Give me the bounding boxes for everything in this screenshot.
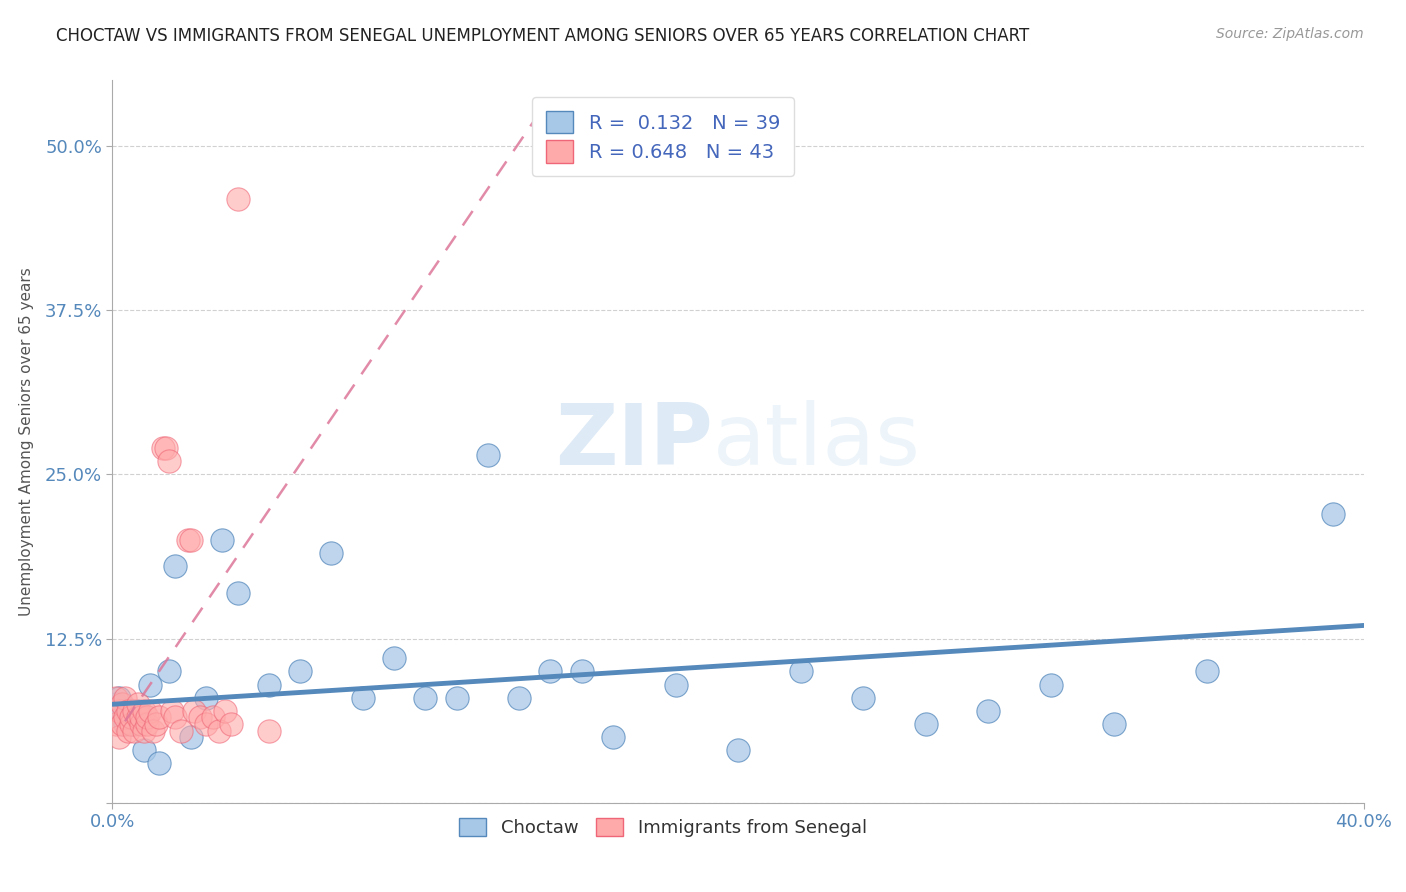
- Point: [148, 710, 170, 724]
- Y-axis label: Unemployment Among Seniors over 65 years: Unemployment Among Seniors over 65 years: [18, 268, 34, 615]
- Point: [139, 704, 162, 718]
- Point: [111, 698, 134, 712]
- Point: [107, 690, 129, 705]
- Point: [188, 710, 211, 724]
- Point: [145, 717, 167, 731]
- Point: [142, 723, 165, 738]
- Point: [104, 717, 127, 731]
- Point: [129, 717, 152, 731]
- Point: [540, 665, 562, 679]
- Point: [120, 710, 142, 724]
- Point: [915, 717, 938, 731]
- Text: ZIP: ZIP: [555, 400, 713, 483]
- Point: [195, 690, 218, 705]
- Point: [852, 690, 875, 705]
- Point: [107, 704, 129, 718]
- Point: [160, 704, 183, 718]
- Point: [117, 723, 139, 738]
- Text: CHOCTAW VS IMMIGRANTS FROM SENEGAL UNEMPLOYMENT AMONG SENIORS OVER 65 YEARS CORR: CHOCTAW VS IMMIGRANTS FROM SENEGAL UNEMP…: [56, 27, 1029, 45]
- Point: [132, 704, 155, 718]
- Text: atlas: atlas: [713, 400, 921, 483]
- Point: [415, 690, 437, 705]
- Point: [214, 704, 236, 718]
- Point: [114, 690, 136, 705]
- Point: [571, 665, 593, 679]
- Point: [321, 546, 343, 560]
- Point: [477, 448, 499, 462]
- Point: [1039, 677, 1063, 691]
- Point: [157, 454, 180, 468]
- Point: [790, 665, 813, 679]
- Text: Source: ZipAtlas.com: Source: ZipAtlas.com: [1216, 27, 1364, 41]
- Point: [664, 677, 686, 691]
- Point: [180, 730, 202, 744]
- Point: [117, 710, 139, 724]
- Point: [176, 533, 198, 547]
- Point: [226, 585, 249, 599]
- Point: [155, 441, 177, 455]
- Point: [290, 665, 312, 679]
- Point: [352, 690, 374, 705]
- Point: [120, 717, 142, 731]
- Point: [257, 677, 280, 691]
- Point: [127, 710, 149, 724]
- Point: [124, 704, 146, 718]
- Point: [148, 756, 170, 771]
- Point: [132, 743, 155, 757]
- Point: [170, 723, 193, 738]
- Point: [111, 704, 134, 718]
- Point: [157, 665, 180, 679]
- Point: [139, 677, 162, 691]
- Point: [183, 704, 205, 718]
- Point: [117, 704, 139, 718]
- Point: [977, 704, 1000, 718]
- Point: [163, 710, 186, 724]
- Point: [104, 698, 127, 712]
- Point: [135, 710, 157, 724]
- Point: [111, 717, 134, 731]
- Point: [226, 192, 249, 206]
- Point: [120, 704, 142, 718]
- Point: [1197, 665, 1219, 679]
- Point: [104, 690, 127, 705]
- Point: [221, 717, 243, 731]
- Point: [382, 651, 405, 665]
- Point: [602, 730, 624, 744]
- Point: [208, 723, 231, 738]
- Point: [127, 704, 149, 718]
- Point: [129, 710, 152, 724]
- Point: [135, 717, 157, 731]
- Point: [180, 533, 202, 547]
- Point: [508, 690, 530, 705]
- Point: [211, 533, 233, 547]
- Point: [163, 559, 186, 574]
- Point: [114, 717, 136, 731]
- Point: [201, 710, 224, 724]
- Point: [195, 717, 218, 731]
- Point: [1322, 507, 1344, 521]
- Point: [152, 441, 174, 455]
- Point: [127, 698, 149, 712]
- Point: [107, 730, 129, 744]
- Point: [1102, 717, 1125, 731]
- Point: [446, 690, 468, 705]
- Point: [114, 710, 136, 724]
- Legend: Choctaw, Immigrants from Senegal: Choctaw, Immigrants from Senegal: [451, 811, 875, 845]
- Point: [124, 717, 146, 731]
- Point: [124, 723, 146, 738]
- Point: [727, 743, 749, 757]
- Point: [132, 723, 155, 738]
- Point: [257, 723, 280, 738]
